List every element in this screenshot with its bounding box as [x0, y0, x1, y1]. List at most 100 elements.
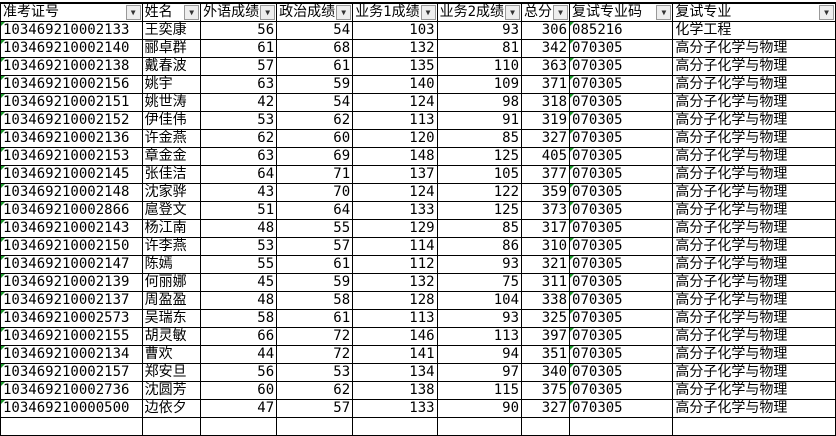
cell-foreign[interactable]: 66	[200, 327, 278, 346]
cell-major-code[interactable]: 070305	[569, 111, 674, 130]
empty-cell[interactable]	[521, 417, 571, 436]
cell-major-code[interactable]: 070305	[569, 219, 674, 238]
cell-major-code[interactable]: 070305	[569, 201, 674, 220]
cell-major[interactable]: 高分子化学与物理	[672, 183, 836, 202]
cell-id[interactable]: 103469210002134	[0, 345, 143, 364]
filter-dropdown-icon[interactable]: ▼	[656, 5, 672, 20]
cell-subject2[interactable]: 93	[436, 309, 523, 328]
cell-major-code[interactable]: 070305	[569, 273, 674, 292]
cell-subject1[interactable]: 113	[352, 111, 438, 130]
cell-foreign[interactable]: 57	[200, 57, 278, 76]
cell-major[interactable]: 高分子化学与物理	[672, 381, 836, 400]
cell-subject1[interactable]: 133	[352, 201, 438, 220]
cell-total[interactable]: 351	[521, 345, 571, 364]
cell-name[interactable]: 沈家骅	[141, 183, 202, 202]
cell-foreign[interactable]: 53	[200, 111, 278, 130]
cell-subject2[interactable]: 97	[436, 363, 523, 382]
cell-subject1[interactable]: 113	[352, 309, 438, 328]
cell-major[interactable]: 高分子化学与物理	[672, 327, 836, 346]
cell-subject1[interactable]: 120	[352, 129, 438, 148]
cell-major-code[interactable]: 070305	[569, 255, 674, 274]
filter-dropdown-icon[interactable]: ▼	[125, 5, 141, 20]
cell-major[interactable]: 高分子化学与物理	[672, 363, 836, 382]
cell-foreign[interactable]: 44	[200, 345, 278, 364]
cell-politics[interactable]: 70	[276, 183, 354, 202]
cell-total[interactable]: 359	[521, 183, 571, 202]
cell-major-code[interactable]: 070305	[569, 129, 674, 148]
empty-cell[interactable]	[352, 417, 438, 436]
cell-name[interactable]: 姚世涛	[141, 93, 202, 112]
filter-dropdown-icon[interactable]: ▼	[505, 5, 521, 20]
cell-major[interactable]: 高分子化学与物理	[672, 111, 836, 130]
cell-total[interactable]: 321	[521, 255, 571, 274]
filter-dropdown-icon[interactable]: ▼	[336, 5, 352, 20]
cell-foreign[interactable]: 58	[200, 309, 278, 328]
cell-subject2[interactable]: 104	[436, 291, 523, 310]
cell-subject1[interactable]: 138	[352, 381, 438, 400]
cell-subject1[interactable]: 103	[352, 21, 438, 40]
cell-foreign[interactable]: 63	[200, 75, 278, 94]
column-header[interactable]: 准考证号 ▼	[0, 3, 143, 22]
cell-foreign[interactable]: 56	[200, 21, 278, 40]
cell-id[interactable]: 103469210002133	[0, 21, 143, 40]
cell-major-code[interactable]: 070305	[569, 327, 674, 346]
filter-dropdown-icon[interactable]: ▼	[553, 5, 569, 20]
cell-subject2[interactable]: 125	[436, 147, 523, 166]
cell-subject2[interactable]: 122	[436, 183, 523, 202]
cell-total[interactable]: 397	[521, 327, 571, 346]
cell-id[interactable]: 103469210002155	[0, 327, 143, 346]
cell-subject1[interactable]: 124	[352, 183, 438, 202]
empty-cell[interactable]	[141, 417, 202, 436]
cell-name[interactable]: 吴瑞东	[141, 309, 202, 328]
cell-subject1[interactable]: 137	[352, 165, 438, 184]
cell-id[interactable]: 103469210002866	[0, 201, 143, 220]
cell-name[interactable]: 边依夕	[141, 399, 202, 418]
cell-subject1[interactable]: 124	[352, 93, 438, 112]
cell-total[interactable]: 405	[521, 147, 571, 166]
empty-cell[interactable]	[276, 417, 354, 436]
cell-politics[interactable]: 64	[276, 201, 354, 220]
cell-subject2[interactable]: 90	[436, 399, 523, 418]
cell-subject2[interactable]: 115	[436, 381, 523, 400]
filter-dropdown-icon[interactable]: ▼	[260, 5, 276, 20]
cell-foreign[interactable]: 47	[200, 399, 278, 418]
cell-name[interactable]: 郑安旦	[141, 363, 202, 382]
cell-subject2[interactable]: 85	[436, 129, 523, 148]
cell-subject2[interactable]: 94	[436, 345, 523, 364]
cell-total[interactable]: 317	[521, 219, 571, 238]
cell-major-code[interactable]: 070305	[569, 237, 674, 256]
cell-politics[interactable]: 71	[276, 165, 354, 184]
cell-major-code[interactable]: 070305	[569, 399, 674, 418]
cell-subject1[interactable]: 148	[352, 147, 438, 166]
cell-major[interactable]: 高分子化学与物理	[672, 255, 836, 274]
column-header[interactable]: 政治成绩 ▼	[276, 3, 354, 22]
cell-major-code[interactable]: 070305	[569, 75, 674, 94]
column-header[interactable]: 总分 ▼	[521, 3, 571, 22]
cell-foreign[interactable]: 63	[200, 147, 278, 166]
filter-dropdown-icon[interactable]: ▼	[420, 5, 436, 20]
cell-id[interactable]: 103469210002145	[0, 165, 143, 184]
cell-subject1[interactable]: 141	[352, 345, 438, 364]
cell-subject1[interactable]: 132	[352, 273, 438, 292]
cell-subject2[interactable]: 110	[436, 57, 523, 76]
cell-total[interactable]: 342	[521, 39, 571, 58]
cell-total[interactable]: 311	[521, 273, 571, 292]
cell-major-code[interactable]: 070305	[569, 309, 674, 328]
cell-subject1[interactable]: 132	[352, 39, 438, 58]
cell-politics[interactable]: 69	[276, 147, 354, 166]
cell-major-code[interactable]: 070305	[569, 93, 674, 112]
empty-cell[interactable]	[0, 417, 143, 436]
cell-foreign[interactable]: 55	[200, 255, 278, 274]
cell-politics[interactable]: 61	[276, 309, 354, 328]
cell-subject2[interactable]: 75	[436, 273, 523, 292]
cell-foreign[interactable]: 53	[200, 237, 278, 256]
cell-name[interactable]: 沈圆芳	[141, 381, 202, 400]
cell-foreign[interactable]: 60	[200, 381, 278, 400]
cell-politics[interactable]: 55	[276, 219, 354, 238]
cell-name[interactable]: 何丽娜	[141, 273, 202, 292]
cell-major[interactable]: 高分子化学与物理	[672, 75, 836, 94]
cell-subject2[interactable]: 93	[436, 21, 523, 40]
cell-subject1[interactable]: 133	[352, 399, 438, 418]
cell-subject1[interactable]: 129	[352, 219, 438, 238]
cell-name[interactable]: 扈登文	[141, 201, 202, 220]
